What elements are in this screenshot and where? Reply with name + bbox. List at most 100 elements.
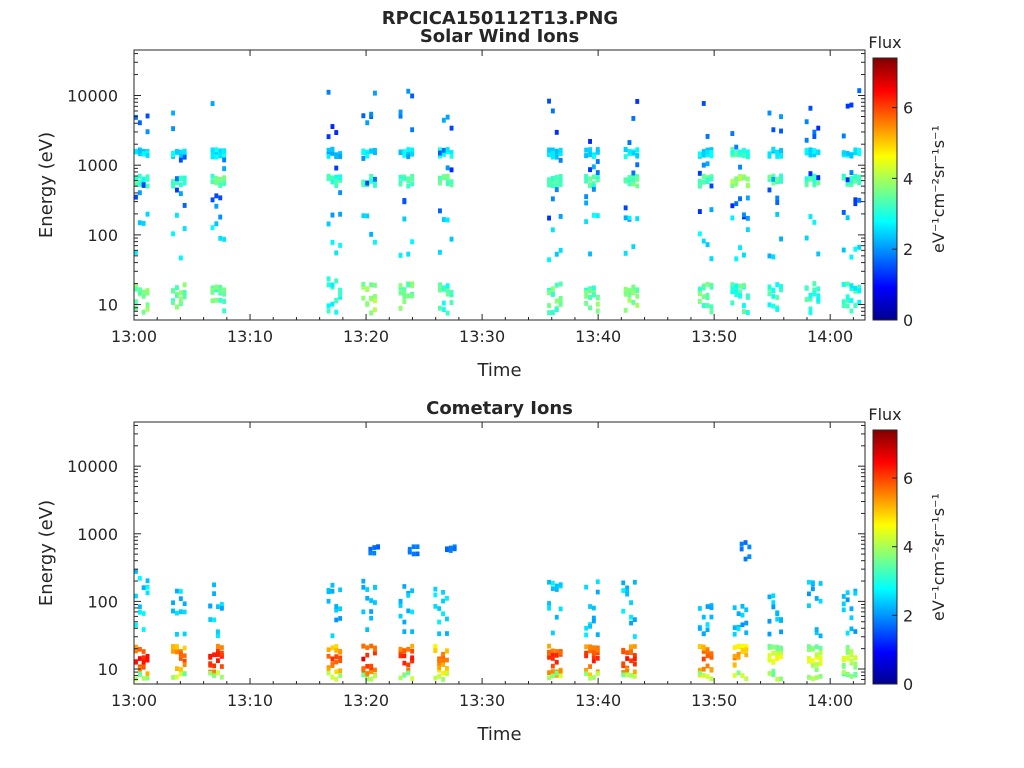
heatmap-cell: [326, 153, 331, 159]
x-tick-label: 14:00: [807, 691, 853, 710]
heatmap-cell: [709, 605, 714, 610]
heatmap-cell: [141, 183, 146, 188]
heatmap-cell: [808, 152, 813, 158]
heatmap-cell: [595, 308, 600, 314]
heatmap-cell: [208, 661, 213, 666]
heatmap-cell: [767, 653, 772, 658]
heatmap-cell: [137, 287, 142, 293]
heatmap-cell: [373, 239, 377, 245]
heatmap-cell: [369, 282, 374, 288]
heatmap-cell: [745, 215, 750, 221]
heatmap-cell: [182, 175, 187, 181]
heatmap-cell: [812, 290, 817, 296]
heatmap-cell: [410, 655, 415, 661]
heatmap-cell: [373, 584, 377, 590]
heatmap-cell: [705, 175, 710, 181]
heatmap-cell: [554, 298, 559, 304]
heatmap-cell: [742, 147, 746, 153]
heatmap-cell: [697, 606, 702, 611]
heatmap-cell: [438, 180, 442, 186]
heatmap-cell: [623, 215, 628, 221]
heatmap-cell: [812, 173, 817, 179]
heatmap-cell: [433, 592, 438, 598]
heatmap-cell: [406, 670, 411, 676]
axes-frame: [133, 49, 866, 321]
heatmap-cell: [771, 254, 776, 260]
heatmap-cell: [171, 179, 175, 184]
heatmap-cell: [182, 658, 187, 664]
heatmap-cell: [841, 664, 846, 669]
heatmap-cell: [222, 299, 227, 304]
heatmap-cell: [804, 137, 809, 143]
heatmap-cell: [178, 153, 183, 159]
heatmap-cell: [365, 213, 370, 219]
heatmap-cell: [705, 149, 710, 155]
heatmap-cell: [365, 120, 370, 126]
heatmap-cell: [709, 667, 714, 673]
heatmap-cell: [697, 231, 702, 237]
heatmap-cell: [445, 631, 449, 636]
heatmap-cell: [730, 300, 735, 306]
heatmap-cell: [709, 309, 714, 315]
heatmap-cell: [407, 549, 412, 555]
heatmap-cell: [588, 644, 592, 650]
heatmap-cell: [437, 606, 442, 611]
heatmap-cell: [402, 175, 407, 181]
heatmap-cell: [210, 197, 215, 203]
heatmap-cell: [841, 299, 846, 305]
heatmap-cell: [853, 174, 858, 179]
heatmap-cell: [807, 579, 811, 585]
heatmap-cell: [779, 128, 783, 134]
heatmap-cell: [734, 256, 739, 262]
heatmap-cell: [814, 596, 819, 601]
heatmap-cell: [812, 287, 817, 293]
heatmap-cell: [208, 603, 213, 609]
heatmap-cell: [807, 658, 811, 664]
heatmap-cell: [709, 676, 714, 682]
heatmap-cell: [584, 632, 589, 638]
heatmap-cell: [738, 196, 742, 202]
heatmap-cell: [361, 656, 366, 662]
heatmap-cell: [134, 593, 138, 599]
heatmap-cell: [745, 293, 750, 299]
heatmap-cell: [627, 215, 632, 221]
heatmap-cell: [705, 242, 710, 248]
heatmap-cell: [411, 551, 416, 557]
heatmap-cell: [449, 300, 454, 305]
heatmap-cell: [734, 201, 739, 207]
heatmap-cell: [410, 676, 415, 681]
heatmap-cell: [591, 164, 596, 170]
heatmap-cell: [736, 611, 741, 616]
heatmap-cell: [134, 181, 138, 187]
heatmap-cell: [767, 657, 772, 663]
heatmap-cell: [818, 645, 823, 651]
heatmap-cell: [632, 617, 637, 622]
heatmap-cell: [845, 177, 850, 183]
heatmap-cell: [591, 654, 596, 659]
heatmap-cell: [550, 669, 555, 674]
heatmap-cell: [222, 287, 227, 293]
heatmap-cell: [554, 282, 559, 288]
heatmap-cell: [625, 656, 630, 661]
heatmap-cell: [591, 618, 596, 624]
heatmap-cell: [137, 148, 142, 153]
heatmap-cell: [595, 647, 600, 653]
heatmap-cell: [816, 149, 821, 155]
heatmap-cell: [550, 648, 555, 654]
heatmap-cell: [547, 310, 551, 316]
heatmap-cell: [595, 159, 600, 164]
heatmap-cell: [849, 650, 854, 656]
colorbar-label: eV⁻¹cm⁻²sr⁻¹s⁻¹: [929, 493, 948, 621]
heatmap-cell: [701, 101, 706, 106]
heatmap-cell: [369, 111, 374, 117]
heatmap-cell: [171, 649, 175, 654]
heatmap-cell: [141, 659, 146, 665]
heatmap-cell: [326, 647, 331, 653]
heatmap-cell: [550, 154, 555, 160]
heatmap-cell: [218, 152, 223, 158]
heatmap-cell: [141, 289, 146, 295]
heatmap-cell: [849, 254, 854, 260]
heatmap-cell: [330, 661, 335, 667]
heatmap-cell: [369, 231, 374, 237]
heatmap-cell: [808, 214, 813, 219]
